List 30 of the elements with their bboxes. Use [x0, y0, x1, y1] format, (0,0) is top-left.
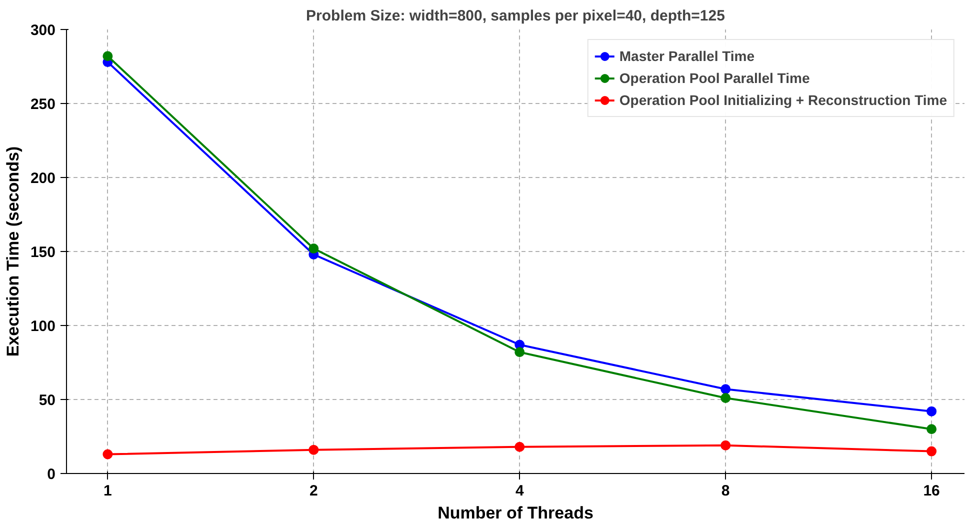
point [514, 442, 525, 452]
x-tick-label: 16 [923, 482, 940, 500]
point [514, 347, 525, 358]
point [926, 424, 937, 434]
y-tick-label: 0 [47, 466, 56, 483]
legend-label: Operation Pool Initializing + Reconstruction Time [619, 92, 947, 108]
point [720, 393, 731, 404]
point [102, 449, 113, 460]
x-tick-label: 8 [721, 482, 730, 500]
y-tick-label: 300 [30, 22, 56, 39]
y-axis-title: Execution Time (seconds) [3, 146, 22, 357]
point [720, 440, 731, 450]
x-axis-title: Number of Threads [438, 504, 594, 522]
point [102, 51, 113, 62]
x-tick-label: 4 [515, 482, 524, 500]
legend-label: Operation Pool Parallel Time [619, 70, 810, 86]
point [308, 244, 319, 254]
y-tick-label: 250 [30, 96, 56, 113]
y-tick-label: 150 [30, 244, 56, 261]
y-tick-label: 50 [38, 392, 56, 409]
point [720, 384, 731, 394]
x-tick-label: 1 [104, 482, 112, 500]
point [926, 406, 937, 416]
point [308, 444, 319, 455]
y-tick-label: 200 [30, 170, 56, 187]
legend-label: Master Parallel Time [619, 48, 755, 64]
chart-title: Problem Size: width=800, samples per pixel=40, depth=125 [306, 8, 725, 24]
point [926, 446, 937, 456]
x-tick-label: 2 [309, 482, 318, 500]
y-tick-label: 100 [30, 318, 56, 335]
